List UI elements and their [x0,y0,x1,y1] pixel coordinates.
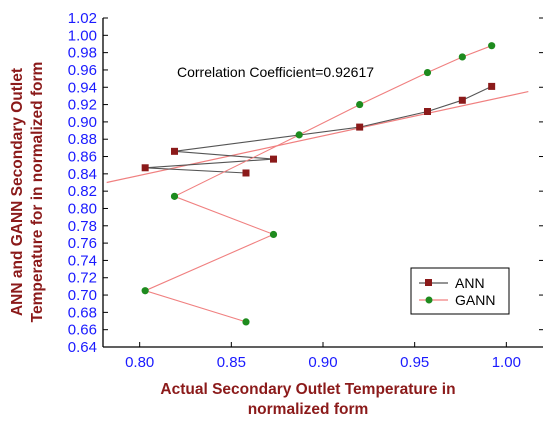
x-tick-label: 0.95 [400,354,429,371]
gann-point [356,100,364,109]
legend-gann-marker [425,296,433,304]
gann-point [423,68,432,77]
x-tick-labels: 0.80 0.85 0.90 0.95 1.00 [125,354,521,371]
y-tick-label: 0.76 [68,235,97,252]
y-tick-label: 0.74 [68,252,97,269]
y-tick-label: 0.68 [68,304,97,321]
legend-gann-label: GANN [455,292,495,308]
y-tick-label: 1.00 [68,27,97,44]
gann-point [458,53,466,61]
ann-point [488,82,496,90]
legend-ann-marker [425,279,432,286]
ann-point [242,169,250,177]
y-tick-label: 0.84 [68,166,97,183]
x-axis-title-line-1: Actual Secondary Outlet Temperature in [160,381,455,398]
fit-line [106,91,529,184]
y-tick-label: 0.90 [68,114,97,131]
legend-ann-label: ANN [455,275,485,291]
y-tick-label: 0.66 [68,322,97,339]
y-tick-label: 0.86 [68,149,97,166]
ann-point [270,155,277,163]
ann-series-line [145,85,492,174]
y-tick-label: 0.78 [68,218,97,235]
gann-point [269,230,278,239]
y-tick-label: 0.94 [68,79,97,96]
x-tick-label: 0.80 [125,354,154,371]
y-tick-labels: 0.640.660.680.700.720.740.760.780.800.82… [68,10,97,356]
axes [102,17,543,348]
gann-point [141,287,149,295]
plot-area [106,42,529,326]
gann-point [488,42,496,50]
ann-point [356,123,364,131]
x-tick-label: 1.00 [492,354,521,371]
y-tick-label: 0.82 [68,183,97,200]
legend-box [410,267,510,315]
y-axis-title-line-2: Temperature for in normalized form [29,62,46,323]
x-tick-label: 0.85 [217,354,246,371]
gann-point [295,131,303,139]
y-axis-title-line-1: ANN and GANN Secondary Outlet [9,68,26,316]
y-tick-label: 0.70 [68,287,97,304]
y-tick-label: 0.92 [68,97,97,114]
ann-point [458,96,466,104]
y-tick-label: 0.96 [68,62,97,79]
gann-point [242,318,250,326]
y-tick-label: 0.80 [68,200,97,217]
x-tick-label: 0.90 [308,354,337,371]
y-tick-label: 0.98 [68,45,97,62]
y-tick-label: 1.02 [68,10,97,27]
y-tick-label: 0.88 [68,131,97,148]
correlation-annotation: Correlation Coefficient=0.92617 [177,64,374,80]
ann-point [424,108,431,116]
ann-point [171,147,178,155]
ann-point [141,164,149,172]
legend: ANN GANN [410,267,510,315]
x-axis-title-line-2: normalized form [248,401,369,418]
y-tick-label: 0.72 [68,270,97,287]
y-tick-label: 0.64 [68,339,97,356]
gann-point [170,192,179,200]
